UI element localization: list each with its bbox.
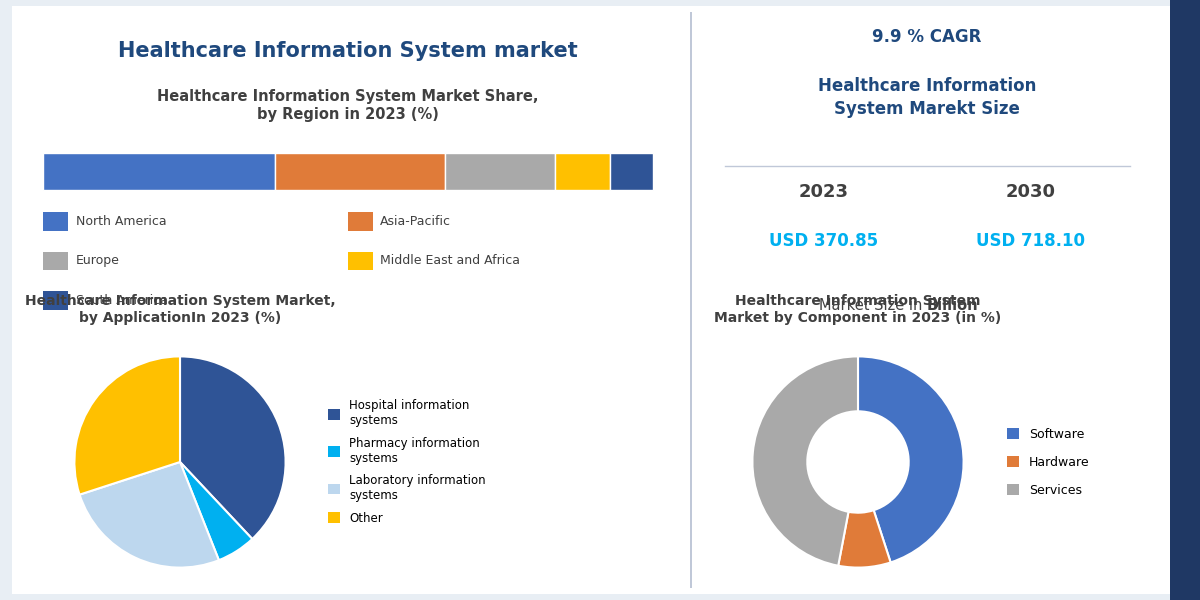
Wedge shape	[180, 462, 252, 560]
Bar	[348, 212, 373, 230]
Title: Healthcare Information System Market,
by ApplicationIn 2023 (%): Healthcare Information System Market, by…	[25, 295, 335, 325]
Wedge shape	[752, 356, 858, 566]
Wedge shape	[79, 462, 218, 568]
Bar	[43, 251, 68, 270]
Text: Middle East and Africa: Middle East and Africa	[380, 254, 521, 268]
Bar	[556, 152, 610, 190]
Text: Billion: Billion	[928, 298, 979, 313]
Bar	[43, 152, 275, 190]
Bar	[275, 152, 445, 190]
Text: Healthcare Information System Market Share,
by Region in 2023 (%): Healthcare Information System Market Sha…	[157, 89, 539, 122]
Text: Healthcare Information
System Marekt Size: Healthcare Information System Marekt Siz…	[818, 77, 1036, 118]
Bar	[610, 152, 653, 190]
Bar	[43, 212, 68, 230]
Bar	[348, 251, 373, 270]
Text: USD 718.10: USD 718.10	[976, 232, 1085, 251]
Wedge shape	[839, 510, 890, 568]
Text: 2023: 2023	[798, 183, 848, 201]
Text: 2030: 2030	[1006, 183, 1056, 201]
Bar	[445, 152, 556, 190]
Bar	[43, 291, 68, 310]
Text: Asia-Pacific: Asia-Pacific	[380, 215, 451, 228]
Wedge shape	[180, 356, 286, 539]
Text: USD 370.85: USD 370.85	[769, 232, 878, 251]
Text: Healthcare Information System market: Healthcare Information System market	[118, 41, 578, 61]
Text: Market Size in: Market Size in	[818, 298, 928, 313]
Legend: Software, Hardware, Services: Software, Hardware, Services	[1002, 422, 1094, 502]
Text: 9.9 % CAGR: 9.9 % CAGR	[872, 28, 982, 46]
Wedge shape	[74, 356, 180, 494]
Legend: Hospital information
systems, Pharmacy information
systems, Laboratory informati: Hospital information systems, Pharmacy i…	[323, 395, 491, 529]
Text: South America: South America	[76, 294, 168, 307]
Text: Europe: Europe	[76, 254, 120, 268]
Text: North America: North America	[76, 215, 167, 228]
Title: Healthcare Information System
Market by Component in 2023 (in %): Healthcare Information System Market by …	[714, 295, 1002, 325]
Wedge shape	[858, 356, 964, 562]
